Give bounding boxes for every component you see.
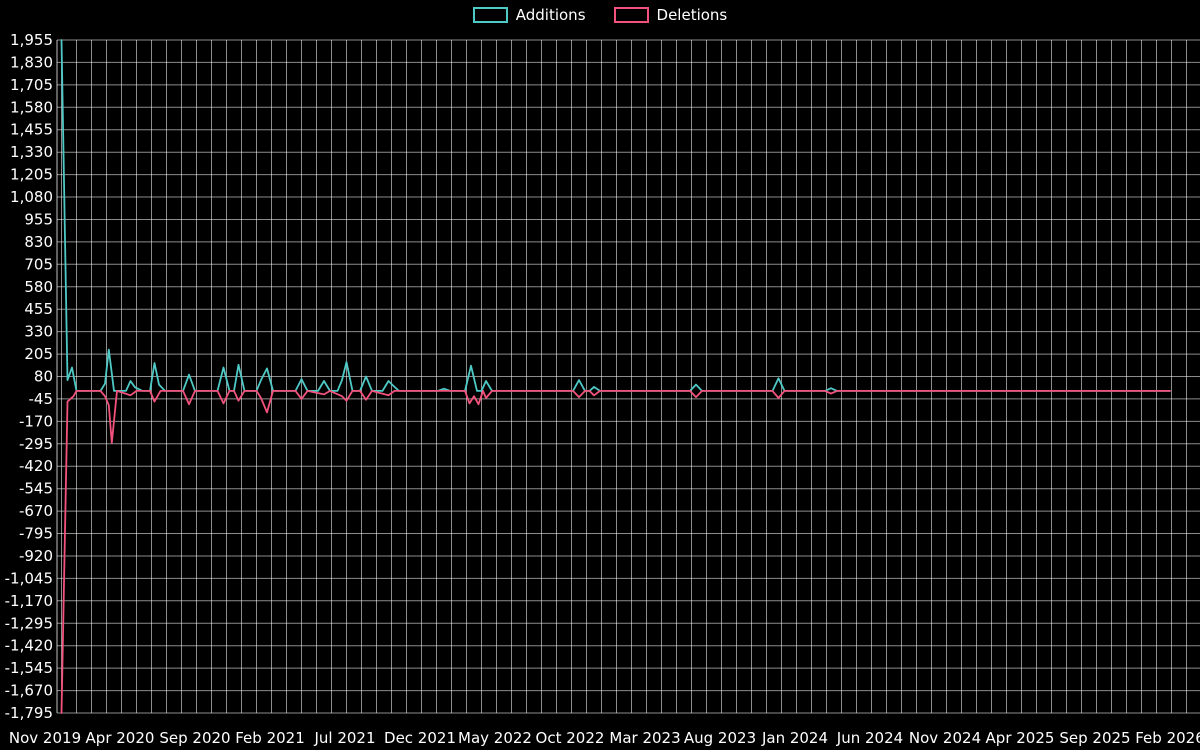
svg-text:-45: -45 <box>29 390 54 408</box>
svg-text:Apr 2020: Apr 2020 <box>86 729 155 747</box>
chart-legend: Additions Deletions <box>0 6 1200 24</box>
y-axis-labels: 1,955 1,830 1,705 1,580 1,455 1,330 1,205 1,080… <box>5 31 53 722</box>
additions-legend-label: Additions <box>515 6 586 24</box>
svg-text:Apr 2025: Apr 2025 <box>986 729 1055 747</box>
svg-text:-795: -795 <box>19 525 53 543</box>
svg-text:Mar 2023: Mar 2023 <box>609 729 680 747</box>
svg-text:Jul 2021: Jul 2021 <box>313 729 375 747</box>
gridlines <box>56 39 1200 714</box>
svg-text:Sep 2025: Sep 2025 <box>1059 729 1130 747</box>
legend-item-additions[interactable]: Additions <box>472 6 586 24</box>
legend-item-deletions[interactable]: Deletions <box>613 6 728 24</box>
svg-text:Oct 2022: Oct 2022 <box>536 729 605 747</box>
series-lines <box>60 39 1171 714</box>
deletions-legend-label: Deletions <box>656 6 728 24</box>
deletions-swatch-icon <box>613 7 649 23</box>
svg-text:830: 830 <box>24 233 53 251</box>
svg-text:205: 205 <box>24 345 53 363</box>
svg-text:1,455: 1,455 <box>10 121 53 139</box>
svg-text:-545: -545 <box>19 480 53 498</box>
svg-text:1,080: 1,080 <box>10 188 53 206</box>
svg-text:-1,045: -1,045 <box>5 569 53 587</box>
svg-text:Dec 2021: Dec 2021 <box>384 729 456 747</box>
svg-text:Aug 2023: Aug 2023 <box>684 729 756 747</box>
svg-text:Jun 2024: Jun 2024 <box>836 729 903 747</box>
svg-text:Jan 2024: Jan 2024 <box>761 729 828 747</box>
svg-text:580: 580 <box>24 278 53 296</box>
svg-text:80: 80 <box>34 368 53 386</box>
svg-text:1,830: 1,830 <box>10 53 53 71</box>
svg-text:330: 330 <box>24 323 53 341</box>
svg-text:1,705: 1,705 <box>10 76 53 94</box>
svg-text:May 2022: May 2022 <box>458 729 532 747</box>
svg-text:Feb 2021: Feb 2021 <box>235 729 305 747</box>
svg-text:1,205: 1,205 <box>10 166 53 184</box>
svg-text:-1,420: -1,420 <box>5 637 53 655</box>
svg-text:705: 705 <box>24 255 53 273</box>
svg-text:Nov 2019: Nov 2019 <box>9 729 81 747</box>
svg-text:-420: -420 <box>19 457 53 475</box>
svg-text:-1,670: -1,670 <box>5 682 53 700</box>
svg-text:-170: -170 <box>19 412 53 430</box>
svg-text:1,580: 1,580 <box>10 98 53 116</box>
svg-text:Sep 2020: Sep 2020 <box>159 729 230 747</box>
svg-text:-295: -295 <box>19 435 53 453</box>
svg-text:1,330: 1,330 <box>10 143 53 161</box>
svg-text:-920: -920 <box>19 547 53 565</box>
svg-text:455: 455 <box>24 300 53 318</box>
svg-text:Nov 2024: Nov 2024 <box>909 729 981 747</box>
svg-text:-1,295: -1,295 <box>5 614 53 632</box>
svg-text:-670: -670 <box>19 502 53 520</box>
svg-text:955: 955 <box>24 211 53 229</box>
svg-text:-1,170: -1,170 <box>5 592 53 610</box>
x-axis-labels: Nov 2019 Apr 2020 Sep 2020 Feb 2021 Jul 2021… <box>9 729 1200 747</box>
svg-text:1,955: 1,955 <box>10 31 53 49</box>
additions-swatch-icon <box>472 7 508 23</box>
svg-text:-1,795: -1,795 <box>5 704 53 722</box>
svg-text:Feb 2026: Feb 2026 <box>1135 729 1200 747</box>
svg-text:-1,545: -1,545 <box>5 659 53 677</box>
